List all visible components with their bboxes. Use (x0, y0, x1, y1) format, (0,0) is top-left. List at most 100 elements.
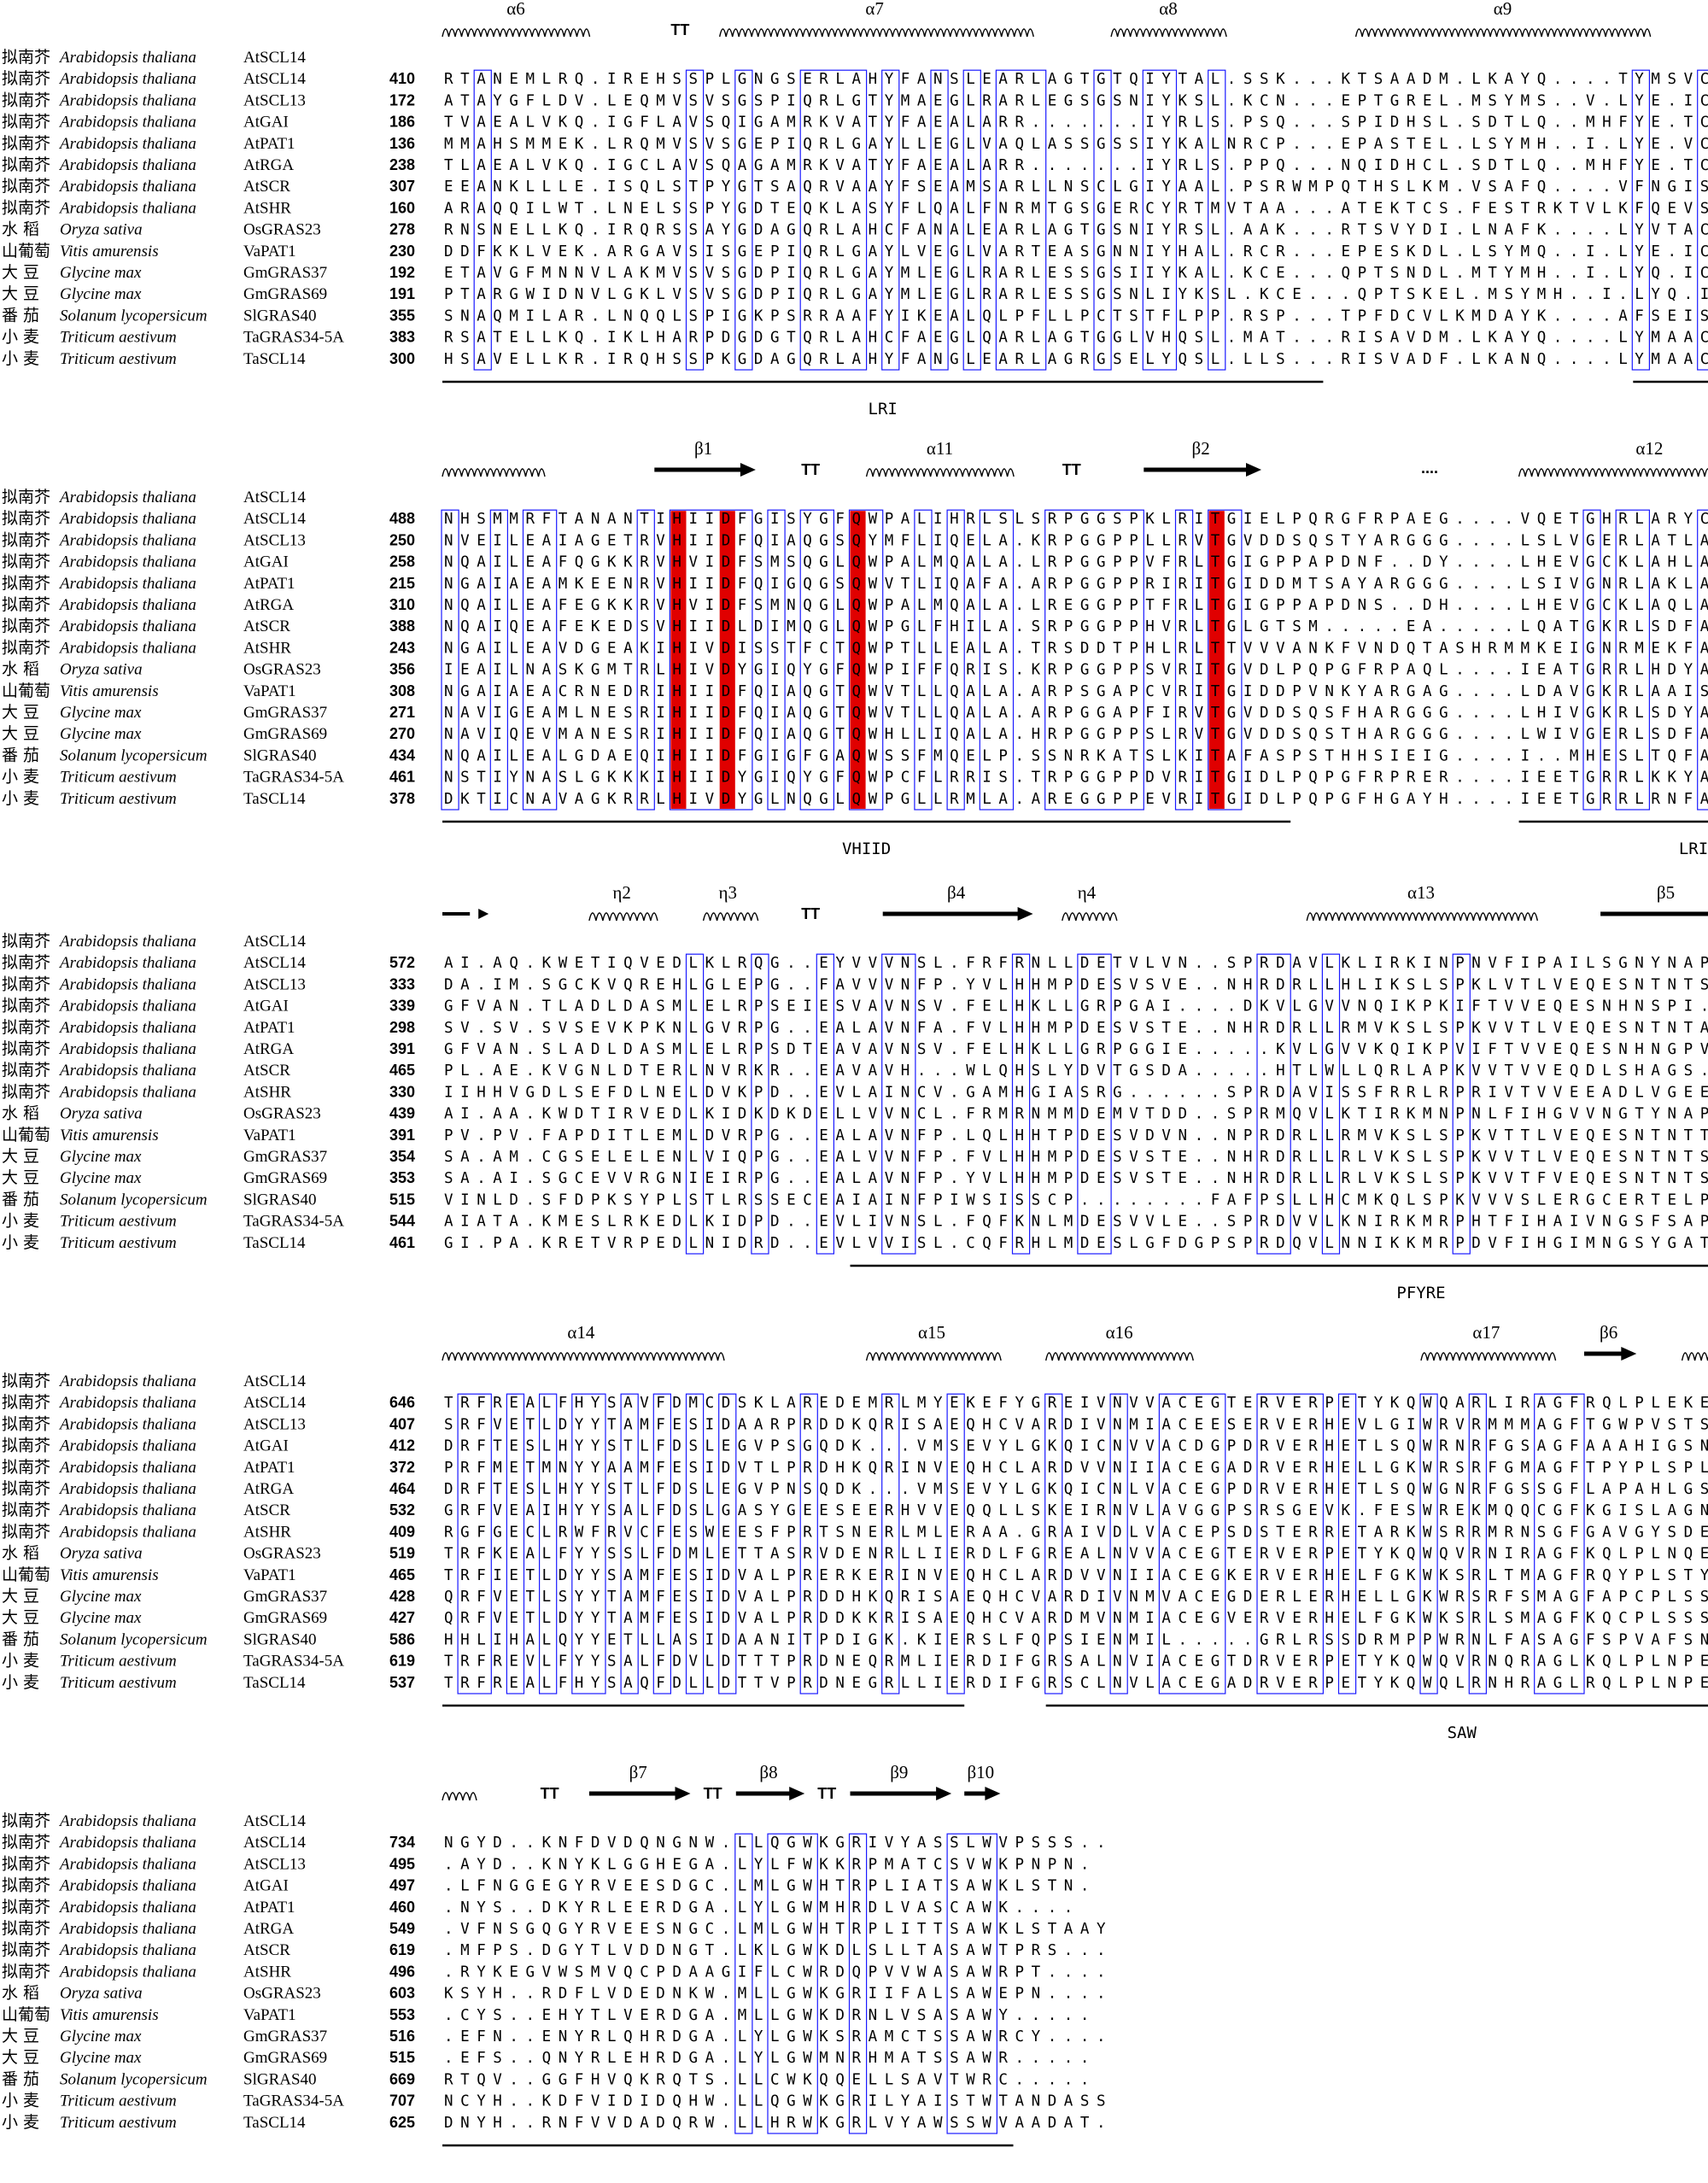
residue: S (917, 998, 927, 1015)
residue: T (623, 1127, 633, 1144)
residue: E (656, 1235, 665, 1252)
residue: T (1211, 705, 1220, 722)
residue: S (1145, 1062, 1155, 1080)
residue: R (1374, 511, 1383, 528)
residue: H (869, 330, 878, 347)
alignment-row: 拟南芥 Arabidopsis thaliana AtPAT1 215 (2, 574, 415, 593)
residue: . (1080, 157, 1090, 174)
residue: S (1113, 976, 1122, 993)
residue: D (1260, 791, 1269, 808)
residue: K (1471, 976, 1481, 993)
residue: L (1015, 1567, 1025, 1584)
residue: N (444, 532, 453, 549)
residue: G (1032, 1481, 1041, 1498)
species-chinese-name: 小 麦 (2, 1652, 39, 1671)
species-latin-name: Triticum aestivum (60, 769, 177, 787)
residue: E (1292, 1395, 1301, 1412)
residue: L (1635, 770, 1644, 787)
residue: G (1553, 1395, 1563, 1412)
residue: R (1260, 1438, 1269, 1455)
residue: E (509, 330, 518, 347)
residue: D (1080, 1235, 1090, 1252)
residue: F (1145, 705, 1155, 722)
residue: L (607, 1214, 617, 1231)
residue: L (1211, 222, 1220, 239)
residue: . (1015, 726, 1025, 743)
residue: M (640, 1416, 649, 1433)
residue: V (933, 1084, 943, 1101)
residue: P (493, 1235, 502, 1252)
residue: Y (1358, 532, 1367, 549)
residue: Y (722, 179, 731, 196)
residue: S (689, 222, 699, 239)
residue: Q (852, 554, 862, 571)
helix-glyph (865, 1352, 1002, 1361)
residue: F (1570, 1416, 1579, 1433)
residue: S (1227, 1084, 1237, 1101)
alignment-row: 水 稻 Oryza sativa OsGRAS23 519 (2, 1544, 415, 1563)
residue: Y (885, 114, 894, 132)
residue: D (1260, 705, 1269, 722)
residue: R (1471, 1084, 1481, 1101)
residue: Y (738, 770, 747, 787)
residue: K (1342, 71, 1351, 88)
residue: A (477, 1214, 486, 1231)
residue: L (770, 791, 780, 808)
residue: R (1439, 1084, 1448, 1101)
residue: S (1488, 243, 1497, 260)
residue: A (1700, 1020, 1708, 1037)
residue: . (1374, 618, 1383, 635)
residue: I (1080, 1502, 1090, 1519)
residue: V (559, 791, 568, 808)
residue: D (982, 1546, 991, 1563)
residue: R (623, 222, 633, 239)
residue: M (1521, 1416, 1530, 1433)
residue: V (1097, 1062, 1106, 1080)
residue: . (526, 955, 535, 972)
residue: C (1260, 136, 1269, 153)
residue: N (1342, 157, 1351, 174)
residue: H (1471, 1214, 1481, 1231)
residue: L (835, 136, 845, 153)
residue: K (542, 1062, 552, 1080)
residue: E (1064, 597, 1073, 614)
residue: D (1179, 1235, 1188, 1252)
residue: F (901, 532, 910, 549)
residue: S (770, 998, 780, 1015)
residue: . (869, 1481, 878, 1498)
alignment-row: 小 麦 Triticum aestivum TaSCL14 300 (2, 349, 415, 368)
residue: L (966, 265, 975, 282)
residue: S (444, 307, 453, 325)
residue: D (1423, 265, 1432, 282)
residue: K (1325, 640, 1334, 657)
residue: . (1602, 92, 1611, 109)
residue: S (1260, 114, 1269, 132)
residue: Q (623, 976, 633, 993)
residue: Q (460, 618, 470, 635)
residue: E (1423, 511, 1432, 528)
residue: H (1651, 1481, 1660, 1498)
residue: E (819, 1191, 828, 1209)
residue: S (656, 1041, 665, 1058)
residue: E (623, 92, 633, 109)
residue: R (1439, 1438, 1448, 1455)
gene-name: TaGRAS34-5A (243, 1653, 344, 1671)
residue: F (835, 770, 845, 787)
residue: G (1586, 618, 1595, 635)
residue: D (1342, 554, 1351, 571)
residue: D (623, 1084, 633, 1101)
residue: A (493, 1041, 502, 1058)
residue: V (1586, 92, 1595, 109)
residue: T (869, 114, 878, 132)
residue: . (1292, 136, 1301, 153)
residue: D (559, 92, 568, 109)
residue: I (1684, 179, 1693, 196)
residue: Q (1537, 243, 1547, 260)
residue: L (738, 618, 747, 635)
residue: M (787, 618, 796, 635)
residue: K (1471, 1127, 1481, 1144)
residue: Y (1161, 179, 1171, 196)
residue: H (1553, 286, 1563, 303)
residue: N (1113, 1460, 1122, 1477)
residue: I (1586, 243, 1595, 260)
